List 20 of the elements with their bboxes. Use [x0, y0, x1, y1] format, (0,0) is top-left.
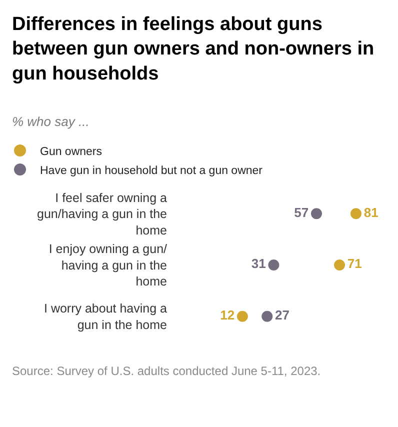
y-tick-label: I enjoy owning a gun/having a gun in the home	[48, 242, 168, 289]
text: % who say ...	[12, 114, 90, 129]
y-tick-label: I worry about having a gun in the home	[44, 302, 168, 332]
point	[262, 310, 273, 322]
point	[334, 259, 346, 270]
point	[236, 310, 248, 322]
source-note: Source: Survey of U.S. adults conducted June 5-11, 2023.	[12, 364, 321, 378]
point	[310, 208, 322, 220]
data-label: 31	[251, 256, 266, 272]
point	[268, 259, 280, 270]
data-label: 81	[364, 204, 378, 220]
data-label: 27	[274, 308, 290, 323]
legend-label: Gun owners	[40, 146, 102, 158]
point	[350, 208, 362, 220]
data-label: 12	[220, 308, 235, 323]
legend-label: Have gun in household but not a gun owner	[40, 164, 263, 177]
data-label: 57	[294, 204, 309, 220]
data-label: 71	[347, 256, 362, 272]
y-tick-label: I feel safer owning a gun/having a gun in the home	[37, 190, 168, 238]
chart-title: Differences in feelings about guns between gun owners and non-owners in gun households	[12, 14, 374, 84]
